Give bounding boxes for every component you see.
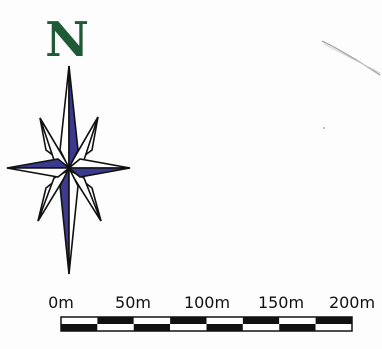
scale-label-150: 150m xyxy=(257,293,305,312)
compass-point-east-bottom xyxy=(66,167,131,178)
scale-bar-segment xyxy=(206,317,243,324)
compass-point-north-left xyxy=(59,65,70,169)
scale-bar-segment xyxy=(279,324,316,331)
map-speck xyxy=(323,127,325,129)
compass-rose-icon xyxy=(6,65,131,275)
scale-bar-segment xyxy=(170,317,207,324)
compass-point-west-top xyxy=(6,158,72,169)
scale-bar-segment xyxy=(133,324,171,331)
scale-label-100: 100m xyxy=(183,293,231,312)
compass-point-west-bottom xyxy=(6,167,72,178)
compass-point-south-left xyxy=(59,167,70,275)
scale-bar-segment xyxy=(61,317,98,324)
scale-bar-segment xyxy=(242,317,280,324)
compass-point-east-top xyxy=(66,158,131,169)
scale-bar-segment xyxy=(97,324,134,331)
scale-bar-outline xyxy=(60,316,353,332)
scale-label-0: 0m xyxy=(48,293,74,312)
scale-bar-segment xyxy=(170,324,207,331)
scale-bar-segment xyxy=(97,317,134,324)
map-feature-line-2 xyxy=(323,43,381,74)
scale-label-50: 50m xyxy=(115,293,151,312)
scale-bar-segment xyxy=(315,324,352,331)
scale-bar-segment xyxy=(315,317,352,324)
north-letter: N xyxy=(45,12,89,68)
scale-label-200: 200m xyxy=(328,293,376,312)
scale-bar-segment xyxy=(61,324,98,331)
scale-bar xyxy=(60,316,353,332)
compass-point-north-right xyxy=(68,65,79,169)
compass-point-south-right xyxy=(68,167,79,275)
scale-bar-segment xyxy=(133,317,171,324)
scale-bar-segment xyxy=(242,324,280,331)
scale-bar-segment xyxy=(206,324,243,331)
scale-bar-segment xyxy=(279,317,316,324)
map-feature-line xyxy=(321,40,381,76)
